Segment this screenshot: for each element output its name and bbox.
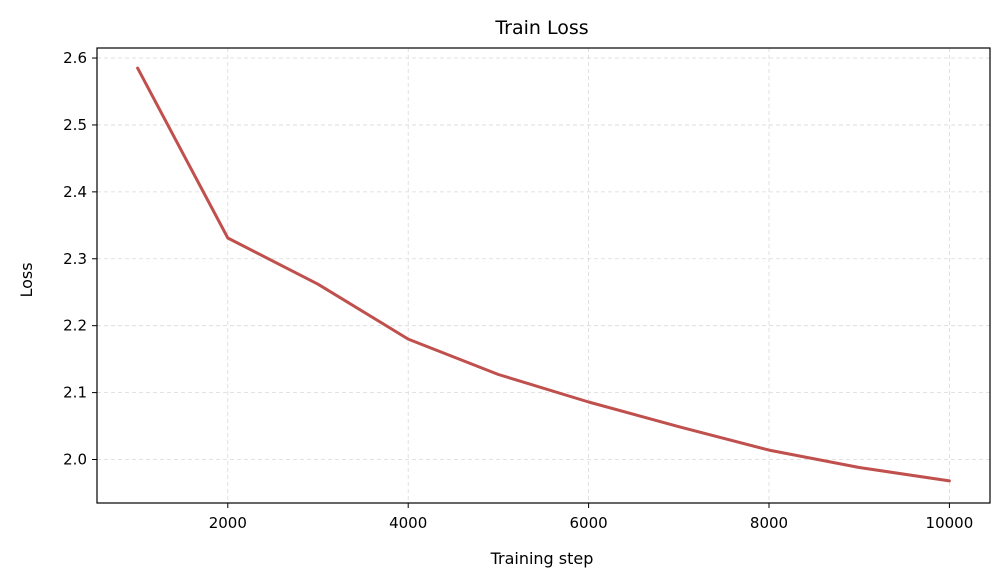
grid xyxy=(97,48,990,503)
y-tick-label: 2.2 xyxy=(63,317,87,335)
chart-title: Train Loss xyxy=(494,17,588,39)
x-tick-label: 4000 xyxy=(389,514,427,532)
y-tick-label: 2.4 xyxy=(63,183,87,201)
x-axis-ticks: 2000 4000 6000 8000 10000 xyxy=(209,503,974,532)
y-tick-label: 2.0 xyxy=(63,451,87,469)
x-tick-label: 6000 xyxy=(570,514,608,532)
series-group xyxy=(136,66,951,483)
y-axis-label: Loss xyxy=(17,262,36,297)
y-tick-label: 2.3 xyxy=(63,250,87,268)
plot-frame xyxy=(96,47,991,504)
loss-series-line xyxy=(136,66,951,483)
y-tick-label: 2.6 xyxy=(63,49,87,67)
x-tick-label: 2000 xyxy=(209,514,247,532)
x-tick-label: 10000 xyxy=(926,514,974,532)
y-tick-label: 2.5 xyxy=(63,116,87,134)
x-axis-label: Training step xyxy=(490,549,594,568)
y-axis-ticks: 2.0 2.1 2.2 2.3 2.4 2.5 2.6 xyxy=(63,49,97,469)
x-tick-label: 8000 xyxy=(750,514,788,532)
y-tick-label: 2.1 xyxy=(63,384,87,402)
